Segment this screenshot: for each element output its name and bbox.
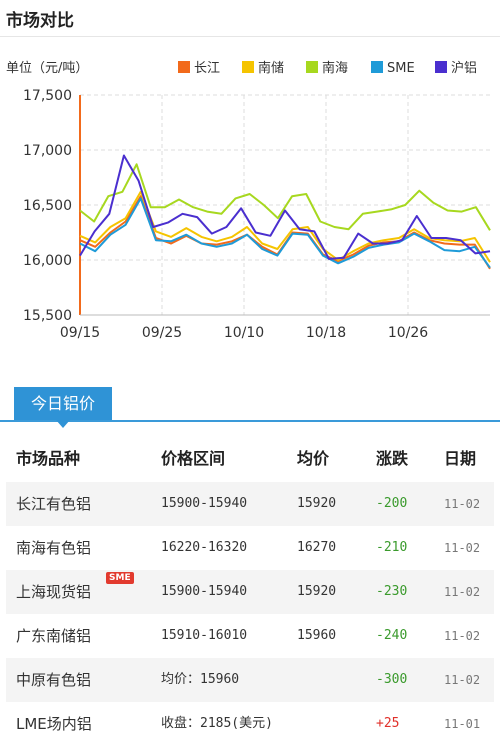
table-row[interactable]: 中原有色铝 均价：15960 -300 11-02	[6, 658, 494, 702]
y-tick-label: 16,000	[23, 253, 72, 269]
y-tick-label: 17,500	[23, 88, 72, 104]
legend-label[interactable]: 南海	[322, 60, 348, 76]
chart-legend: 长江 南储 南海 SME 沪铝	[178, 60, 477, 76]
page-title: 市场对比	[6, 11, 74, 31]
legend-label[interactable]: 长江	[194, 61, 220, 76]
price-change: -240	[376, 628, 408, 643]
market-name: LME场内铝	[16, 715, 92, 733]
price-change: -230	[376, 584, 408, 599]
page-header: 市场对比	[0, 0, 500, 37]
legend-swatch	[178, 61, 190, 73]
price-date: 11-02	[444, 673, 481, 687]
price-date: 11-01	[444, 717, 481, 731]
header-change: 涨跌	[376, 449, 409, 468]
header-avg: 均价	[297, 449, 330, 468]
price-range: 15910-16010	[161, 628, 248, 643]
price-range: 15900-15940	[161, 496, 248, 511]
chart-grid	[79, 94, 490, 316]
price-date: 11-02	[444, 585, 481, 599]
x-tick-label: 09/15	[60, 325, 100, 340]
header-market: 市场品种	[16, 449, 81, 468]
legend-swatch	[306, 61, 318, 73]
price-change: -300	[376, 672, 408, 687]
series-line	[79, 163, 491, 231]
price-date: 11-02	[444, 629, 481, 643]
x-tick-label: 10/10	[224, 325, 264, 340]
table-row[interactable]: 上海现货铝 SME 15900-15940 15920 -230 11-02	[6, 570, 494, 614]
table-header-row: 市场品种 价格区间 均价 涨跌 日期	[6, 436, 494, 482]
price-table: 市场品种 价格区间 均价 涨跌 日期 长江有色铝 15900-15940 159…	[6, 436, 494, 746]
sme-badge: SME	[106, 572, 134, 584]
series-line	[79, 197, 491, 269]
market-name: 上海现货铝	[16, 583, 92, 601]
table-row[interactable]: LME场内铝 收盘：2185(美元) +25 11-01	[6, 702, 494, 746]
legend-label[interactable]: SME	[387, 61, 415, 76]
series-line	[79, 154, 491, 260]
legend-label[interactable]: 南储	[258, 60, 284, 76]
legend-swatch	[435, 61, 447, 73]
table-row[interactable]: 南海有色铝 16220-16320 16270 -210 11-02	[6, 526, 494, 570]
price-line-chart: 单位（元/吨） 长江 南储 南海 SME 沪铝 17,500 17,000 16,500 16…	[6, 60, 491, 340]
tab-bar: 今日铝价	[0, 384, 500, 428]
y-axis-label: 单位（元/吨）	[6, 61, 88, 76]
price-change: +25	[376, 716, 400, 731]
market-name: 南海有色铝	[16, 539, 92, 557]
price-change: -200	[376, 496, 408, 511]
tab-today-price[interactable]: 今日铝价	[14, 387, 112, 428]
price-range: 16220-16320	[161, 540, 248, 555]
legend-swatch	[371, 61, 383, 73]
price-range: 均价：15960	[161, 672, 240, 687]
avg-price: 15920	[297, 584, 337, 599]
price-range: 收盘：2185(美元)	[161, 716, 273, 731]
header-date: 日期	[444, 449, 477, 468]
y-tick-label: 16,500	[23, 198, 72, 214]
x-tick-label: 10/26	[388, 325, 428, 340]
header-range: 价格区间	[161, 449, 226, 468]
market-name: 长江有色铝	[16, 495, 92, 513]
table-row[interactable]: 长江有色铝 15900-15940 15920 -200 11-02	[6, 482, 494, 526]
chart-series	[79, 154, 491, 270]
y-tick-label: 15,500	[23, 308, 72, 324]
avg-price: 15960	[297, 628, 337, 643]
legend-swatch	[242, 61, 254, 73]
y-tick-label: 17,000	[23, 143, 72, 159]
avg-price: 15920	[297, 496, 337, 511]
table-row[interactable]: 广东南储铝 15910-16010 15960 -240 11-02	[6, 614, 494, 658]
price-date: 11-02	[444, 497, 481, 511]
market-name: 中原有色铝	[16, 671, 92, 689]
market-name: 广东南储铝	[16, 627, 92, 645]
legend-label[interactable]: 沪铝	[451, 60, 477, 76]
x-tick-label: 09/25	[142, 325, 182, 340]
price-date: 11-02	[444, 541, 481, 555]
price-range: 15900-15940	[161, 584, 248, 599]
x-tick-label: 10/18	[306, 325, 346, 340]
avg-price: 16270	[297, 540, 337, 555]
price-change: -210	[376, 540, 408, 555]
